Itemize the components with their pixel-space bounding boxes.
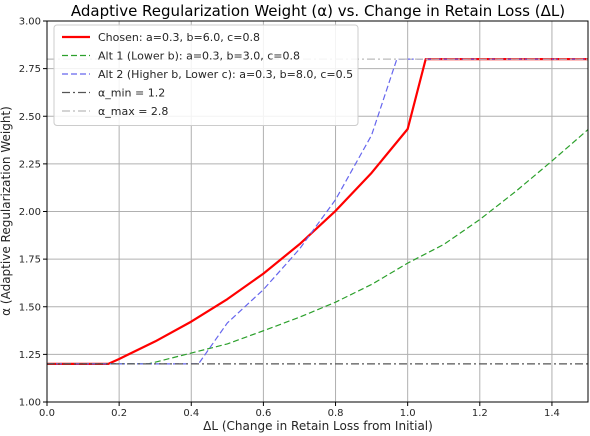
legend: Chosen: a=0.3, b=6.0, c=0.8 Alt 1 (Lower …	[53, 24, 359, 126]
y-tick-label: 1.50	[19, 302, 41, 313]
x-tick-label: 0.6	[255, 408, 271, 419]
x-tick-label: 1.4	[544, 408, 560, 419]
y-tick-label: 1.25	[19, 350, 41, 361]
y-tick-label: 2.25	[19, 159, 41, 170]
x-tick-label: 0.4	[183, 408, 199, 419]
legend-entry-1: Chosen: a=0.3, b=6.0, c=0.8	[98, 31, 260, 44]
legend-entry-3: Alt 2 (Higher b, Lower c): a=0.3, b=8.0,…	[98, 68, 353, 81]
series-line-1	[47, 58, 588, 365]
legend-box	[53, 24, 359, 126]
y-tick-label: 2.00	[19, 207, 41, 218]
x-tick-label: 0.0	[39, 408, 55, 419]
x-tick-label: 0.8	[328, 408, 344, 419]
y-tick-label: 2.75	[19, 64, 41, 75]
series-line-2	[47, 129, 589, 365]
x-tick-label: 1.2	[472, 408, 488, 419]
y-tick-label: 1.00	[19, 398, 41, 409]
y-tick-label: 3.00	[19, 17, 41, 28]
legend-entry-2: Alt 1 (Lower b): a=0.3, b=3.0, c=0.8	[98, 50, 300, 63]
x-axis-label: ΔL (Change in Retain Loss from Initial)	[203, 419, 433, 433]
x-tick-label: 1.0	[400, 408, 416, 419]
x-tick-label: 0.2	[111, 408, 127, 419]
y-tick-label: 2.50	[19, 112, 41, 123]
legend-entry-5: α_max = 2.8	[98, 105, 168, 118]
chart-title: Adaptive Regularization Weight (α) vs. C…	[71, 2, 565, 20]
legend-entry-4: α_min = 1.2	[98, 87, 165, 100]
y-tick-label: 1.75	[19, 255, 41, 266]
y-axis-label: α (Adaptive Regularization Weight)	[0, 106, 13, 316]
